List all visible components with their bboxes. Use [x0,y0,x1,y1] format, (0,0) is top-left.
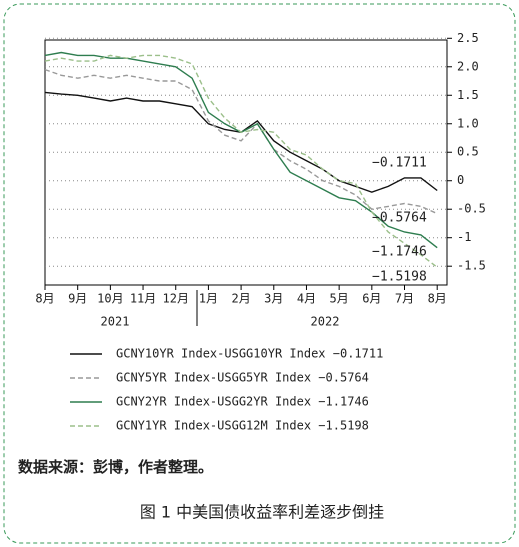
x-tick-label: 8月 [35,292,54,306]
legend-label: GCNY5YR Index-USGG5YR Index −0.5764 [116,371,369,385]
annotation: −1.5198 [372,270,427,285]
legend-label: GCNY1YR Index-USGG12M Index −1.5198 [116,419,369,433]
x-tick-label: 5月 [330,292,349,306]
y-tick-label: 0.5 [457,145,479,159]
annotation: −1.1746 [372,245,427,260]
annotation: −0.5764 [372,211,427,226]
y-tick-label: 0 [457,173,464,187]
series-line [44,68,438,215]
x-tick-label: 4月 [297,292,316,306]
x-tick-label: 6月 [362,292,381,306]
series-line [44,91,438,193]
x-tick-label: 11月 [130,292,156,306]
annotation: −0.1711 [372,156,427,171]
y-tick-label: -1.5 [457,259,486,273]
year-label: 2022 [311,315,340,329]
x-tick-label: 3月 [264,292,283,306]
x-tick-label: 8月 [428,292,447,306]
x-tick-label: 10月 [97,292,123,306]
plot-area [44,39,448,286]
x-tick-label: 2月 [231,292,250,306]
year-label: 2021 [101,315,130,329]
y-tick-label: 1.5 [457,88,479,102]
y-tick-label: 2.0 [457,59,479,73]
caption: 图 1 中美国债收益率利差逐步倒挂 [140,503,384,522]
source: 数据来源：彭博，作者整理。 [18,458,213,476]
frame [3,3,516,544]
legend-label: GCNY10YR Index-USGG10YR Index −0.1711 [116,347,383,361]
x-tick-label: 12月 [163,292,189,306]
y-tick-label: 2.5 [457,31,479,45]
x-tick-label: 7月 [395,292,414,306]
y-tick-label: 1.0 [457,116,479,130]
x-tick-label: 1月 [199,292,218,306]
series-line [44,54,438,268]
legend-label: GCNY2YR Index-USGG2YR Index −1.1746 [116,395,369,409]
x-tick-label: 9月 [68,292,87,306]
y-tick-label: -1 [457,230,471,244]
y-tick-label: -0.5 [457,202,486,216]
